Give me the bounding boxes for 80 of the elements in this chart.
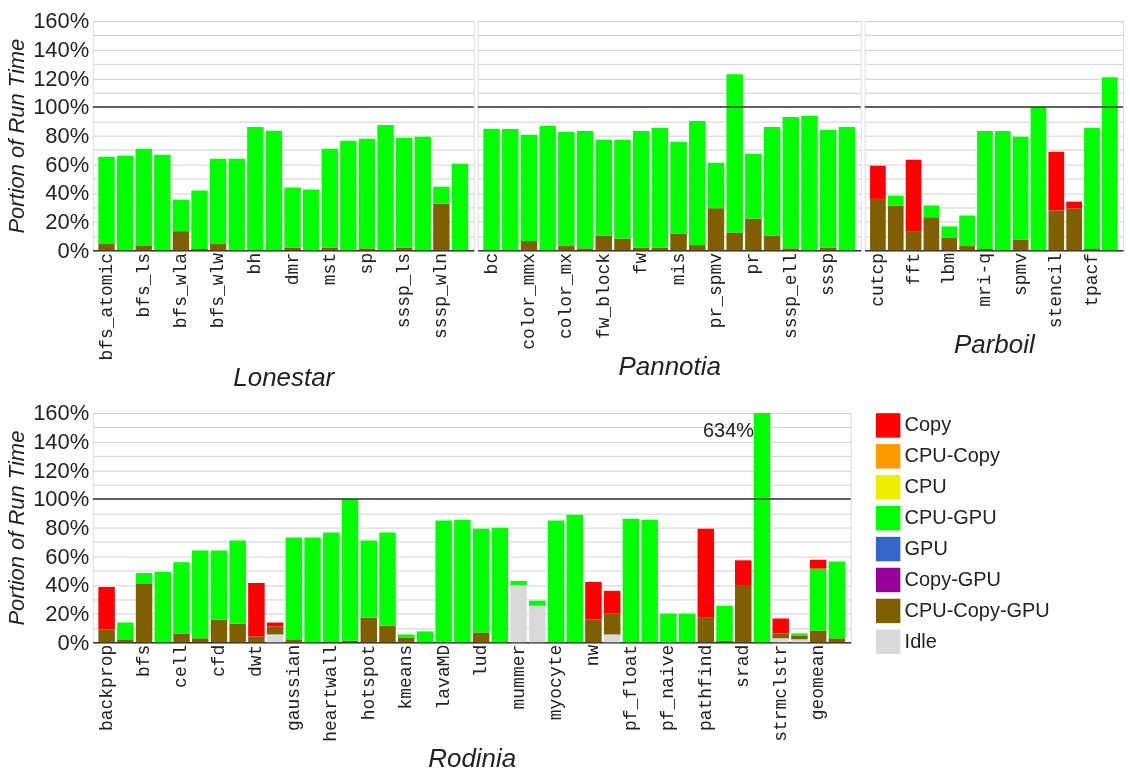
- y-tick-label: 100%: [33, 486, 90, 512]
- x-tick-label: kmeans: [396, 644, 417, 710]
- y-tick-label: 140%: [33, 37, 90, 63]
- y-tick-label: 40%: [45, 572, 90, 598]
- x-tick-label: lavaMD: [433, 644, 454, 710]
- x-tick-label: nw: [583, 644, 604, 667]
- x-tick-label: pathfind: [695, 644, 716, 731]
- x-tick-label: color_mmx: [518, 252, 539, 350]
- y-tick-label: 0%: [57, 237, 90, 263]
- y-tick-label: 80%: [45, 515, 90, 541]
- x-axis-title: Rodinia: [428, 743, 517, 768]
- y-tick-label: 20%: [45, 209, 90, 235]
- y-tick-label: 0%: [57, 629, 90, 655]
- x-tick-label: dmr: [282, 252, 303, 286]
- x-tick-label: lbm: [939, 252, 960, 286]
- x-tick-label: cell: [171, 644, 192, 688]
- annotation: 634%: [703, 419, 755, 442]
- x-tick-label: bfs: [134, 644, 155, 678]
- x-tick-label: mst: [319, 252, 340, 286]
- x-tick-label: fw: [631, 252, 652, 275]
- x-tick-label: dwt: [246, 644, 267, 678]
- x-tick-label: spmv: [1010, 252, 1031, 296]
- y-axis-title: Portion of Run Time: [4, 430, 30, 626]
- x-tick-label: heartwall: [321, 644, 342, 742]
- x-tick-label: bh: [245, 252, 266, 275]
- x-tick-label: gaussian: [283, 644, 304, 731]
- x-tick-label: bc: [481, 252, 502, 275]
- x-tick-label: sssp_wln: [431, 252, 452, 339]
- legend-label: CPU-Copy: [904, 444, 1000, 467]
- legend-label: GPU: [904, 537, 948, 560]
- legend-label: Copy-GPU: [904, 567, 1001, 590]
- x-tick-label: cutcp: [867, 252, 888, 307]
- legend-label: CPU-Copy-GPU: [904, 598, 1050, 621]
- y-tick-label: 160%: [33, 400, 90, 426]
- x-tick-label: pr_spmv: [705, 252, 726, 329]
- x-tick-label: pr: [743, 252, 764, 275]
- x-tick-label: pf_float: [620, 644, 641, 731]
- x-tick-label: backprop: [96, 644, 117, 731]
- y-tick-label: 20%: [45, 601, 90, 627]
- x-tick-label: strmclstr: [770, 644, 791, 742]
- x-tick-label: fw_block: [593, 252, 614, 339]
- x-tick-label: sssp_ell: [780, 252, 801, 339]
- x-tick-label: mri-q: [974, 252, 995, 307]
- x-tick-label: lud: [471, 644, 492, 678]
- x-tick-label: fft: [903, 252, 924, 286]
- x-axis-title: Lonestar: [233, 362, 336, 391]
- x-tick-label: srad: [733, 644, 754, 688]
- x-tick-label: mis: [668, 252, 689, 286]
- y-tick-label: 120%: [33, 457, 90, 483]
- x-tick-label: color_mx: [556, 252, 577, 339]
- x-tick-label: cfd: [208, 644, 229, 678]
- x-tick-label: myocyte: [546, 644, 566, 721]
- y-tick-label: 100%: [33, 94, 90, 120]
- x-tick-label: bfs_wlw: [208, 252, 229, 329]
- x-tick-label: stencil: [1046, 252, 1067, 329]
- y-tick-label: 120%: [33, 65, 90, 91]
- y-axis-title: Portion of Run Time: [4, 38, 30, 234]
- x-tick-label: mummer: [508, 644, 529, 710]
- legend-label: CPU: [904, 475, 947, 498]
- x-tick-label: bfs_atomic: [96, 252, 117, 361]
- x-tick-label: pf_naive: [658, 644, 679, 731]
- x-axis-title: Parboil: [954, 330, 1036, 359]
- x-tick-label: hotspot: [358, 644, 379, 721]
- x-tick-label: sssp: [818, 252, 839, 296]
- x-tick-label: geomean: [808, 644, 829, 721]
- legend-label: CPU-GPU: [904, 506, 997, 529]
- y-tick-label: 40%: [45, 180, 90, 206]
- y-tick-label: 140%: [33, 429, 90, 455]
- y-tick-label: 60%: [45, 543, 90, 569]
- legend-label: Idle: [904, 629, 937, 652]
- x-axis-title: Pannotia: [618, 351, 721, 380]
- x-tick-label: sssp_ls: [394, 252, 415, 329]
- y-tick-label: 80%: [45, 123, 90, 149]
- y-tick-label: 60%: [45, 151, 90, 177]
- x-tick-label: sp: [356, 252, 377, 275]
- y-tick-label: 160%: [33, 8, 90, 34]
- x-tick-label: bfs_ls: [133, 252, 154, 318]
- x-tick-label: bfs_wla: [170, 252, 191, 329]
- x-tick-label: tpacf: [1081, 252, 1102, 307]
- legend-label: Copy: [904, 413, 952, 436]
